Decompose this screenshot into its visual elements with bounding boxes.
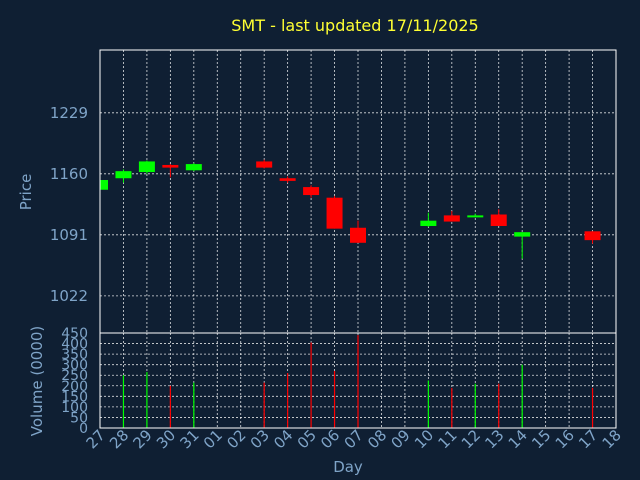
candle-body (185, 164, 202, 171)
candle-body (350, 227, 366, 243)
day-tick-label: 09 (388, 426, 414, 452)
price-axis-label: Price (17, 174, 35, 211)
price-axis-ticks: 1022 1091 1160 1229 (50, 104, 88, 305)
day-axis-ticks: 2728293031010203040506070809101112131415… (83, 426, 625, 452)
day-tick-label: 04 (270, 426, 296, 452)
volume-panel-frame (99, 332, 617, 429)
volume-tick-label: 0 (79, 421, 88, 437)
day-tick-label: 15 (528, 426, 554, 452)
candle-body (256, 161, 273, 168)
volume-tick-label: 300 (61, 358, 88, 374)
candle-body (162, 164, 179, 168)
chart-title: SMT - last updated 17/11/2025 (231, 16, 478, 35)
day-tick-label: 06 (317, 426, 343, 452)
price-tick-label: 1160 (50, 165, 88, 183)
candle-body (303, 187, 320, 196)
volume-tick-label: 350 (61, 347, 88, 363)
day-tick-label: 12 (458, 426, 484, 452)
candle-body (420, 220, 437, 226)
volume-bars (122, 335, 594, 428)
day-tick-label: 10 (411, 426, 437, 452)
candle-body (490, 214, 507, 226)
volume-tick-label: 450 (61, 326, 88, 342)
price-tick-label: 1022 (50, 287, 88, 305)
day-tick-label: 29 (130, 426, 156, 452)
volume-tick-label: 100 (61, 400, 88, 416)
day-tick-label: 05 (294, 426, 320, 452)
day-axis-label: Day (333, 458, 363, 476)
day-tick-label: 07 (341, 426, 367, 452)
candle-body (100, 180, 108, 190)
candle-body (584, 231, 601, 241)
day-tick-label: 14 (505, 426, 531, 452)
candle-body (467, 215, 484, 218)
day-tick-label: 11 (434, 426, 460, 452)
volume-tick-label: 400 (61, 337, 88, 353)
candle-body (514, 232, 531, 237)
price-tick-label: 1091 (50, 226, 88, 244)
volume-tick-label: 200 (61, 379, 88, 395)
volume-tick-label: 50 (70, 410, 88, 426)
day-tick-label: 30 (153, 426, 179, 452)
day-tick-label: 08 (364, 426, 390, 452)
day-tick-label: 17 (575, 426, 601, 452)
candle-body (115, 171, 132, 179)
candle-body (279, 178, 296, 181)
candle-body (326, 197, 343, 229)
candle-body (138, 161, 155, 173)
volume-axis-label: Volume (0000) (28, 326, 46, 436)
day-tick-label: 16 (552, 426, 578, 452)
day-tick-label: 31 (176, 426, 202, 452)
volume-tick-label: 250 (61, 368, 88, 384)
volume-tick-label: 150 (61, 389, 88, 405)
candlesticks (99, 159, 601, 259)
price-tick-label: 1229 (50, 104, 88, 122)
day-tick-label: 03 (247, 426, 273, 452)
price-grid (100, 50, 616, 333)
day-tick-label: 01 (200, 426, 226, 452)
day-tick-label: 18 (599, 426, 625, 452)
day-tick-label: 13 (481, 426, 507, 452)
candle-body (443, 215, 460, 222)
day-tick-label: 28 (106, 426, 132, 452)
day-tick-label: 02 (223, 426, 249, 452)
